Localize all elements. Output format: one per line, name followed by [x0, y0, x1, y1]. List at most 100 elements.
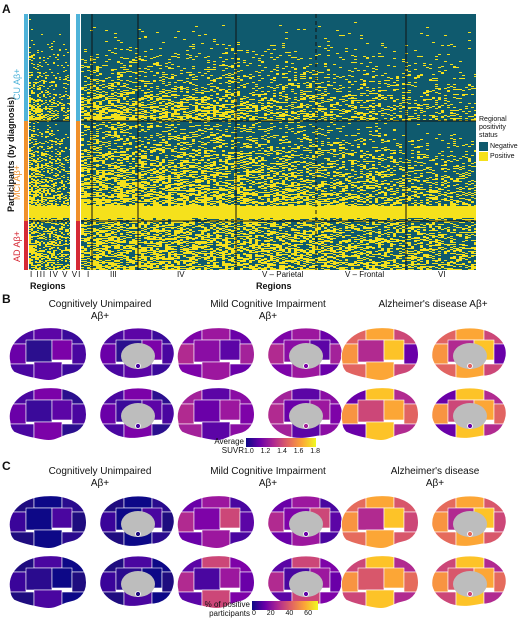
heat-cell [450, 135, 453, 136]
heat-cell [447, 107, 450, 108]
heat-cell [339, 57, 342, 58]
heat-cell [33, 252, 35, 253]
heat-cell [135, 147, 138, 148]
heat-cell [345, 51, 348, 52]
heat-cell [37, 161, 39, 162]
heat-cell [252, 132, 255, 133]
heat-cell [81, 112, 84, 113]
heat-cell [41, 193, 43, 194]
heat-cell [84, 49, 87, 50]
heat-cell [174, 136, 177, 137]
heat-cell [162, 115, 165, 116]
heat-cell [129, 109, 132, 110]
heat-cell [41, 228, 43, 229]
heat-cell [31, 174, 33, 175]
heat-cell [57, 267, 59, 268]
heat-cell [426, 67, 429, 68]
heat-cell [384, 135, 387, 136]
heat-cell [369, 155, 372, 156]
heat-cell [105, 109, 108, 110]
heat-cell [183, 112, 186, 113]
heat-cell [186, 97, 189, 98]
heat-cell [87, 96, 90, 97]
heat-cell [102, 156, 105, 157]
heat-cell [63, 96, 65, 97]
heat-cell [213, 67, 216, 68]
heat-cell [123, 114, 126, 115]
heat-cell [43, 197, 45, 198]
heat-cell [309, 111, 312, 112]
heat-cell [210, 155, 213, 156]
heat-cell [249, 127, 252, 128]
heat-cell [165, 93, 168, 94]
heat-cell [39, 233, 41, 234]
heat-cell [291, 154, 294, 155]
heat-cell [357, 133, 360, 134]
heat-cell [57, 159, 59, 160]
heat-cell [31, 106, 33, 107]
heat-cell [45, 92, 47, 93]
heat-cell [51, 241, 53, 242]
heat-cell [447, 105, 450, 106]
heat-cell [108, 110, 111, 111]
heat-cell [123, 90, 126, 91]
heat-cell [381, 110, 384, 111]
heat-cell [117, 115, 120, 116]
heat-cell [69, 233, 70, 234]
heat-cell [261, 100, 264, 101]
heat-cell [147, 123, 150, 124]
heat-cell [37, 111, 39, 112]
heat-cell [216, 78, 219, 79]
heat-cell [318, 128, 321, 129]
heat-cell [135, 89, 138, 90]
heat-cell [231, 111, 234, 112]
heat-cell [267, 155, 270, 156]
heat-cell [228, 135, 231, 136]
heat-cell [228, 97, 231, 98]
heat-cell [41, 109, 43, 110]
heat-cell [102, 142, 105, 143]
heat-cell [303, 119, 306, 120]
heat-cell [318, 133, 321, 134]
heat-cell [61, 223, 63, 224]
heat-cell [31, 199, 33, 200]
heat-cell [51, 184, 53, 185]
heat-cell [59, 199, 61, 200]
heat-cell [65, 240, 67, 241]
heat-cell [47, 182, 49, 183]
heat-cell [102, 114, 105, 115]
heat-cell [35, 141, 37, 142]
heat-cell [180, 70, 183, 71]
heat-cell [180, 105, 183, 106]
heat-cell [249, 144, 252, 145]
heat-cell [117, 119, 120, 120]
heat-cell [225, 111, 228, 112]
heat-cell [204, 128, 207, 129]
heat-cell [51, 163, 53, 164]
heat-cell [267, 111, 270, 112]
heat-cell [55, 168, 57, 169]
heat-cell [168, 92, 171, 93]
heat-cell [438, 67, 441, 68]
heat-cell [354, 95, 357, 96]
heat-cell [81, 153, 84, 154]
heat-cell [37, 194, 39, 195]
heat-cell [300, 76, 303, 77]
heat-cell [39, 255, 41, 256]
heat-cell [31, 198, 33, 199]
heat-cell [432, 117, 435, 118]
heat-cell [69, 240, 70, 241]
heat-cell [132, 91, 135, 92]
heat-cell [120, 112, 123, 113]
heat-cell [138, 104, 141, 105]
heat-cell [252, 138, 255, 139]
heat-cell [201, 97, 204, 98]
heat-cell [49, 228, 51, 229]
heat-cell [321, 95, 324, 96]
heat-cell [462, 111, 465, 112]
heat-cell [162, 105, 165, 106]
heat-cell [57, 101, 59, 102]
heat-cell [35, 185, 37, 186]
heat-cell [29, 129, 31, 130]
heat-cell [47, 262, 49, 263]
